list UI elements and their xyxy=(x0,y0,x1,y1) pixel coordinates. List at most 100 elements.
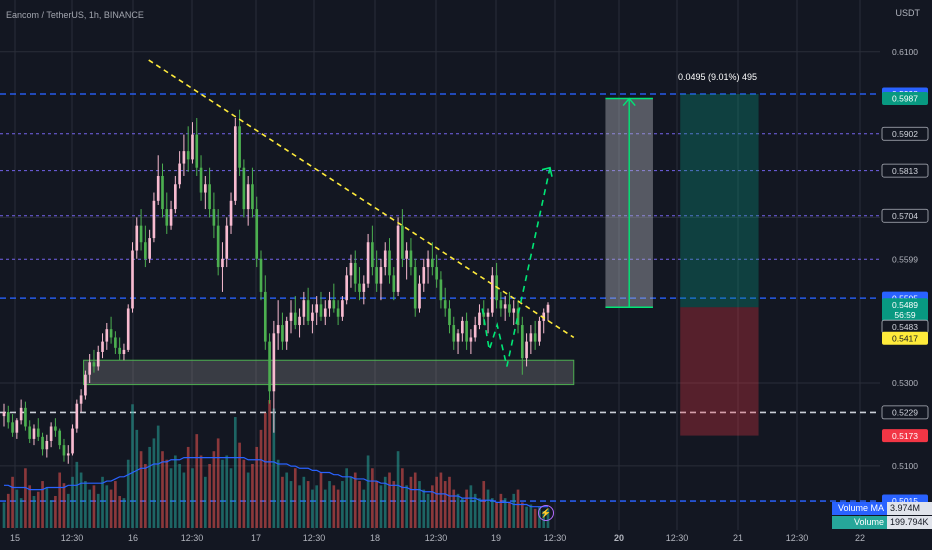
candle-body-63 xyxy=(272,333,276,392)
volume-bar-26 xyxy=(114,481,117,528)
volume-label: Volume xyxy=(832,516,887,529)
candle-body-81 xyxy=(349,262,353,276)
volume-bar-95 xyxy=(409,476,413,528)
candle-body-41 xyxy=(178,163,181,185)
volume-bar-118 xyxy=(508,502,511,528)
support-zone xyxy=(83,359,575,386)
currency-label: USDT xyxy=(895,8,921,18)
candle-body-58 xyxy=(251,184,254,210)
volume-bar-86 xyxy=(371,468,374,528)
volume-bar-107 xyxy=(461,498,464,528)
candle-body-16 xyxy=(71,428,74,454)
candle-body-3 xyxy=(15,420,19,433)
volume-bar-56 xyxy=(242,459,246,528)
time-axis[interactable]: 15 12:30 16 12:30 17 12:30 18 12:30 19 12:30 20 12:… xyxy=(10,533,865,543)
volume-bar-51 xyxy=(221,459,224,528)
candle-body-8 xyxy=(36,428,40,437)
price-label-4: 0.5813 xyxy=(892,166,918,176)
volume-bar-82 xyxy=(353,472,357,528)
candle-body-13 xyxy=(58,430,62,446)
volume-bar-35 xyxy=(152,438,156,528)
candle-body-29 xyxy=(126,308,130,350)
volume-bar-92 xyxy=(396,451,400,528)
volume-legend: Volume 199.794K xyxy=(832,516,932,529)
candle-body-48 xyxy=(208,184,211,210)
volume-bar-76 xyxy=(328,481,331,528)
candle-body-76 xyxy=(328,300,331,309)
price-axis[interactable]: 0.61000.59980.59870.59020.58130.57040.55… xyxy=(881,47,929,508)
volume-bar-11 xyxy=(49,500,53,528)
volume-bar-13 xyxy=(58,472,62,528)
volume-value: 199.794K xyxy=(887,516,932,529)
volume-bar-29 xyxy=(126,459,130,528)
target-zone xyxy=(680,93,759,308)
candle-body-100 xyxy=(431,258,434,268)
volume-bar-89 xyxy=(383,476,387,528)
volume-bar-3 xyxy=(15,489,19,528)
candle-body-93 xyxy=(401,225,404,259)
candle-body-18 xyxy=(79,395,83,404)
volume-bar-44 xyxy=(191,468,194,528)
candle-body-86 xyxy=(371,242,374,268)
candle-body-105 xyxy=(452,325,456,342)
volume-bar-71 xyxy=(306,481,310,528)
lightning-icon[interactable]: ⚡ xyxy=(538,505,554,521)
candle-body-124 xyxy=(533,333,537,342)
volume-bar-57 xyxy=(246,472,250,528)
price-label-6: 0.5599 xyxy=(892,254,918,264)
candle-body-116 xyxy=(499,300,503,309)
candle-body-37 xyxy=(161,175,164,210)
volume-bar-78 xyxy=(336,489,340,528)
price-label-9: 56:59 xyxy=(894,310,916,320)
symbol-title: Eancom / TetherUS, 1h, BINANCE xyxy=(6,10,144,20)
volume-bar-7 xyxy=(32,496,36,528)
candle-body-57 xyxy=(246,184,250,210)
price-label-bg-9 xyxy=(882,308,928,322)
candle-body-35 xyxy=(152,200,156,239)
candle-body-126 xyxy=(542,312,546,321)
volume-bar-79 xyxy=(341,481,344,528)
volume-ma-polyline xyxy=(4,457,548,508)
candle-body-38 xyxy=(165,209,169,226)
candle-body-51 xyxy=(221,258,224,268)
volume-bar-33 xyxy=(144,464,147,528)
candle-body-27 xyxy=(118,347,121,355)
candle-body-2 xyxy=(11,422,14,433)
volume-bar-58 xyxy=(251,464,254,528)
candle-body-32 xyxy=(139,225,143,243)
volume-bar-112 xyxy=(482,481,486,528)
volume-bar-53 xyxy=(229,468,233,528)
candle-body-56 xyxy=(242,167,246,210)
candle-body-25 xyxy=(109,329,113,338)
price-label-bg-4 xyxy=(881,163,929,178)
volume-bar-45 xyxy=(195,434,199,528)
volume-bar-9 xyxy=(41,481,44,528)
volume-bar-62 xyxy=(268,400,271,528)
volume-bar-19 xyxy=(84,481,87,528)
candle-body-19 xyxy=(84,374,87,396)
volume-bar-41 xyxy=(178,464,181,528)
volume-bar-99 xyxy=(426,493,430,528)
price-label-2: 0.5987 xyxy=(892,94,918,104)
volume-bar-87 xyxy=(375,481,378,528)
candle-body-44 xyxy=(191,134,194,160)
candle-body-55 xyxy=(238,126,241,168)
candle-body-80 xyxy=(345,275,349,301)
candle-body-64 xyxy=(276,325,280,334)
candle-body-1 xyxy=(6,411,10,423)
candle-body-20 xyxy=(88,362,91,375)
volume-bar-69 xyxy=(298,485,301,528)
candle-body-47 xyxy=(203,184,207,193)
candle-body-99 xyxy=(426,258,430,268)
candle-body-42 xyxy=(182,151,186,164)
candle-body-26 xyxy=(114,337,117,348)
candle-body-119 xyxy=(512,308,516,313)
price-label-10: 0.5483 xyxy=(892,322,918,332)
volume-bar-20 xyxy=(88,489,91,528)
candle-body-69 xyxy=(298,316,301,326)
volume-bar-54 xyxy=(233,417,237,528)
volume-bar-117 xyxy=(503,498,507,528)
volume-bar-77 xyxy=(332,485,336,528)
candle-body-22 xyxy=(96,351,100,367)
